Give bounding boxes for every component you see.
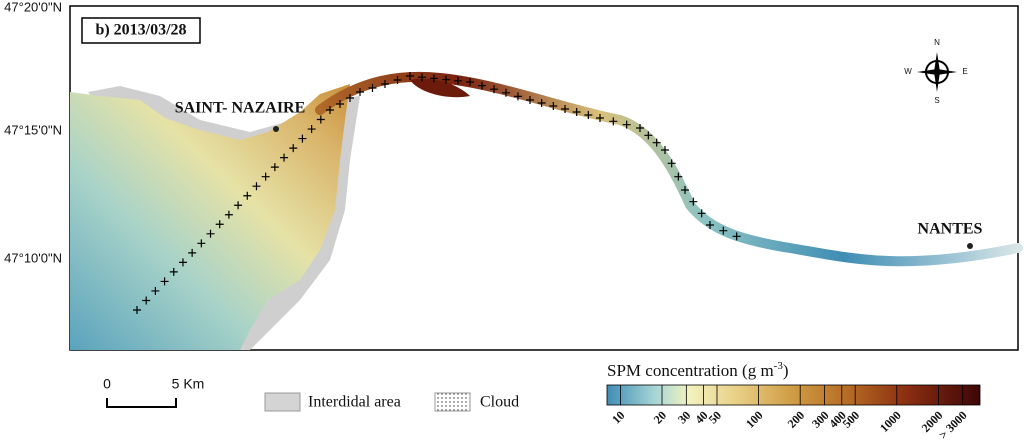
colorbar-tick-label: 20 (651, 408, 669, 426)
transect-cross (234, 201, 243, 210)
lat-label: 47°10'0"N (4, 250, 62, 265)
transect-cross (188, 248, 197, 257)
scale-label: 5 Km (172, 376, 205, 392)
transect-cross (406, 72, 414, 80)
transect-cross (298, 134, 307, 143)
compass-label: W (904, 67, 912, 76)
compass (917, 52, 957, 92)
panel-box (81, 17, 201, 44)
transect-cross (644, 131, 653, 140)
colorbar-tick-label: > 3000 (936, 408, 970, 442)
transect-cross (572, 108, 581, 116)
transect-cross (215, 220, 224, 229)
transect-cross (636, 124, 644, 132)
colorbar-tick-label: 200 (785, 408, 808, 431)
transect-cross (732, 232, 741, 241)
transect-cross (418, 73, 426, 82)
colorbar-tick-label: 500 (840, 408, 863, 431)
transect-cross (252, 182, 261, 191)
transect-cross (326, 106, 334, 114)
transect-cross (430, 74, 438, 83)
transect-cross (674, 172, 683, 181)
turbidity-max (410, 78, 470, 98)
colorbar-title-close: ) (783, 361, 789, 380)
transect-cross (719, 226, 728, 235)
transect-cross (514, 92, 522, 101)
transect-cross (549, 102, 558, 110)
legend-swatch (434, 392, 471, 412)
scale-bar (106, 398, 177, 408)
transect-cross (197, 239, 206, 248)
scale-label: 0 (103, 376, 111, 392)
compass-label: N (934, 38, 940, 47)
colorbar-tick-label: 1000 (877, 408, 904, 435)
transect-cross (661, 146, 669, 154)
transect-cross (142, 296, 151, 305)
transect-cross (224, 210, 233, 219)
transect-cross (368, 84, 377, 92)
legend-swatch (264, 392, 301, 412)
colorbar-title-text: SPM concentration (g m (607, 361, 774, 380)
transect-cross (270, 163, 279, 172)
colorbar (606, 384, 981, 406)
transect-cross (466, 78, 474, 86)
transect-cross (151, 286, 160, 295)
colorbar-tick-label: 100 (743, 408, 766, 431)
transect-cross (160, 277, 169, 286)
transect-cross (596, 114, 604, 122)
transect-cross (478, 81, 486, 90)
transect-cross (133, 306, 141, 314)
transect-cross (689, 197, 698, 206)
transect (133, 72, 741, 314)
transect-cross (169, 267, 178, 276)
transect-cross (584, 111, 593, 119)
colorbar-tick-label: 30 (675, 408, 693, 426)
transect-cross (681, 186, 689, 194)
transect-cross (178, 258, 187, 267)
transect-cross (307, 125, 316, 134)
transect-cross (652, 138, 661, 147)
transect-cross (537, 99, 546, 107)
city-dot (273, 126, 279, 132)
transect-cross (356, 88, 364, 96)
colorbar-title-sup: -3 (774, 360, 784, 372)
colorbar-title: SPM concentration (g m-3) (607, 360, 789, 380)
compass-label: E (962, 67, 967, 76)
city-label: NANTES (918, 221, 983, 238)
transect-cross (393, 76, 402, 84)
transect-cross (526, 96, 534, 104)
transect-cross (243, 191, 252, 200)
sea (70, 84, 350, 350)
transect-cross (261, 172, 270, 181)
transect-cross (490, 85, 498, 94)
transect-cross (609, 117, 618, 126)
transect-cross (346, 94, 354, 102)
city-label: SAINT- NAZAIRE (175, 100, 306, 117)
transect-cross (280, 153, 289, 162)
lat-label: 47°20'0"N (4, 0, 62, 14)
transect-cross (206, 229, 215, 238)
compass-label: S (934, 96, 939, 105)
transect-cross (381, 80, 389, 88)
legend-label: Cloud (480, 394, 519, 411)
legend-label: Interdidal area (308, 394, 401, 411)
transect-cross (622, 120, 631, 129)
colorbar-tick-label: 50 (706, 408, 724, 426)
transect-cross (289, 144, 298, 153)
panel-label: b) 2013/03/28 (95, 22, 186, 39)
transect-cross (442, 75, 450, 84)
transect-cross (454, 76, 462, 85)
river (315, 71, 1023, 267)
city-dot (967, 243, 973, 249)
transect-cross (706, 221, 714, 229)
transect-cross (667, 159, 676, 168)
transect-cross (316, 115, 325, 124)
lat-label: 47°15'0"N (4, 122, 62, 137)
transect-cross (697, 209, 706, 218)
transect-cross (336, 100, 344, 108)
transect-cross (502, 88, 510, 97)
transect-cross (561, 105, 569, 113)
colorbar-tick-label: 10 (609, 408, 627, 426)
